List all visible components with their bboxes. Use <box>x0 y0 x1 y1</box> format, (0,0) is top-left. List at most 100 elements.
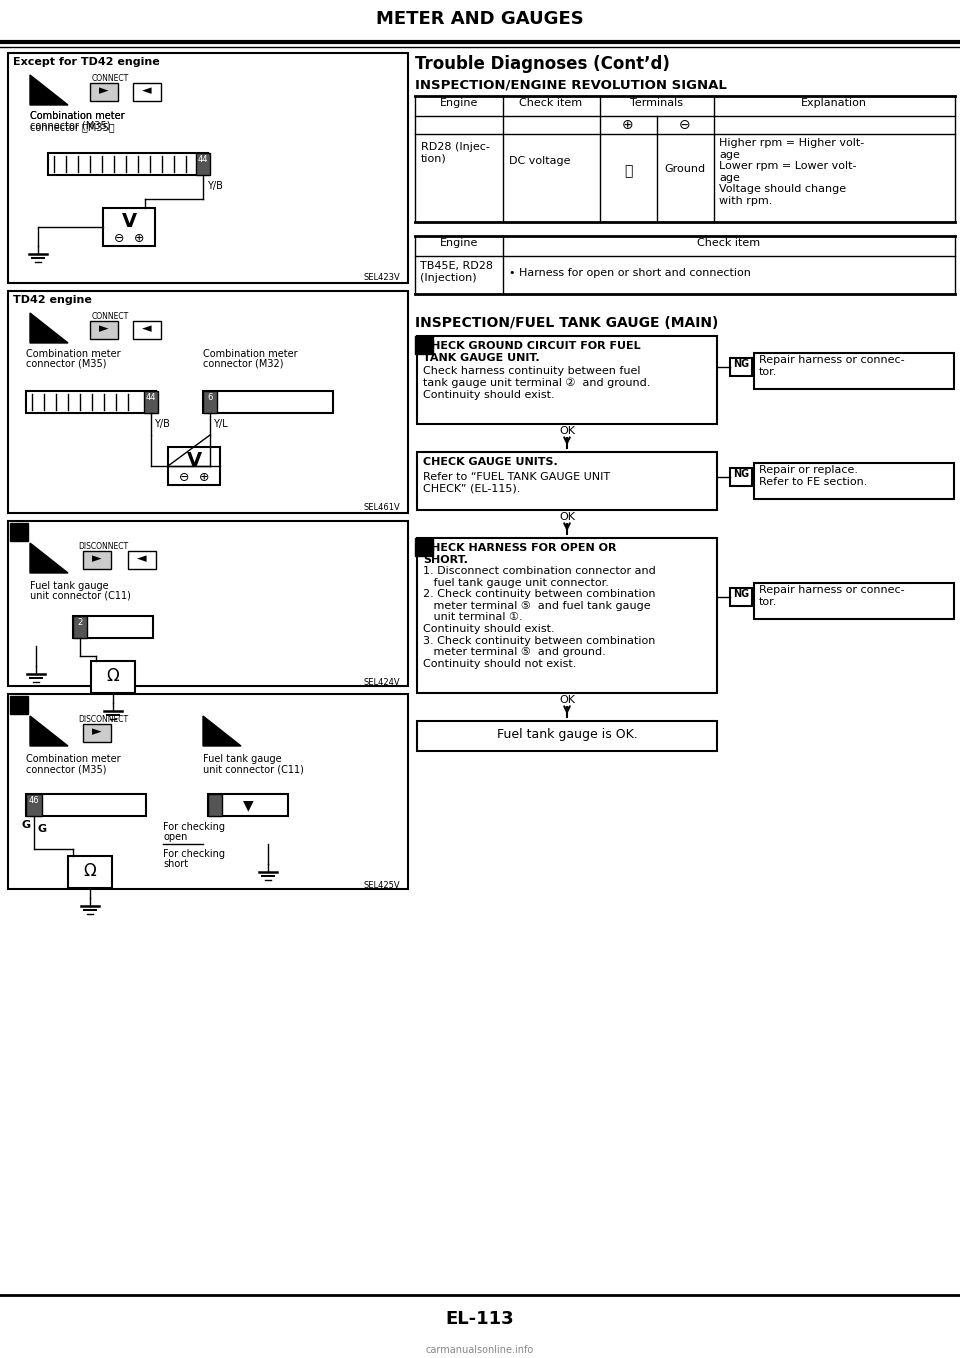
Text: TB45E, RD28
(Injection): TB45E, RD28 (Injection) <box>420 261 493 282</box>
Text: T.S.: T.S. <box>38 547 55 555</box>
Bar <box>83 724 111 741</box>
Text: Combination meter: Combination meter <box>203 349 298 359</box>
Text: carmanualsonline.info: carmanualsonline.info <box>426 1344 534 1355</box>
Text: ⊖: ⊖ <box>679 118 691 132</box>
Polygon shape <box>30 543 68 573</box>
Bar <box>730 588 752 606</box>
Text: SEL424V: SEL424V <box>364 678 400 687</box>
Text: ◄: ◄ <box>142 84 152 96</box>
Text: 2: 2 <box>78 618 83 627</box>
Text: H.S.: H.S. <box>38 79 58 88</box>
Text: Fuel tank gauge is OK.: Fuel tank gauge is OK. <box>496 728 637 741</box>
Text: SEL461V: SEL461V <box>363 502 400 512</box>
Text: Y/B: Y/B <box>154 420 170 429</box>
Bar <box>203 391 333 413</box>
Text: 46: 46 <box>29 796 39 805</box>
Text: short: short <box>163 860 188 869</box>
Text: Ground: Ground <box>664 164 706 174</box>
Bar <box>10 697 28 714</box>
Text: 44: 44 <box>198 155 208 164</box>
Bar <box>754 583 954 619</box>
Bar <box>417 452 717 511</box>
Text: Y/B: Y/B <box>207 181 223 191</box>
Text: ⊕: ⊕ <box>133 232 144 244</box>
Text: ►: ► <box>99 84 108 96</box>
Bar <box>73 617 87 638</box>
Text: H.S.: H.S. <box>38 720 58 729</box>
Bar <box>144 391 158 413</box>
Text: Engine: Engine <box>440 98 478 109</box>
Text: Higher rpm = Higher volt-
age
Lower rpm = Lower volt-
age
Voltage should change
: Higher rpm = Higher volt- age Lower rpm … <box>719 139 864 206</box>
Bar <box>417 538 717 693</box>
Polygon shape <box>30 716 68 746</box>
Text: ►: ► <box>99 322 108 335</box>
Bar <box>417 721 717 751</box>
Text: ⑭: ⑭ <box>624 164 633 178</box>
Bar <box>26 794 146 816</box>
Bar <box>754 463 954 498</box>
Bar <box>8 53 408 282</box>
Bar <box>8 694 408 889</box>
Polygon shape <box>30 312 68 344</box>
Text: connector (M35): connector (M35) <box>26 359 107 369</box>
Bar <box>203 391 217 413</box>
Bar <box>208 794 288 816</box>
Text: METER AND GAUGES: METER AND GAUGES <box>376 10 584 29</box>
Text: For checking: For checking <box>163 822 225 832</box>
Text: G: G <box>22 820 31 830</box>
Text: V: V <box>186 451 202 470</box>
Text: connector (M35): connector (M35) <box>30 121 110 130</box>
Text: For checking: For checking <box>163 849 225 860</box>
Text: Fuel tank gauge: Fuel tank gauge <box>30 581 108 591</box>
Bar <box>133 320 161 340</box>
Text: H.S.: H.S. <box>38 316 58 326</box>
Text: T.S.: T.S. <box>211 720 228 729</box>
Bar <box>754 353 954 388</box>
Text: A: A <box>420 337 428 348</box>
Text: 1. Disconnect combination connector and
   fuel tank gauge unit connector.
2. Ch: 1. Disconnect combination connector and … <box>423 566 656 668</box>
Text: SEL425V: SEL425V <box>364 881 400 889</box>
Text: NG: NG <box>732 589 749 599</box>
Text: Trouble Diagnoses (Cont’d): Trouble Diagnoses (Cont’d) <box>415 56 670 73</box>
Text: OK: OK <box>559 695 575 705</box>
Text: DISCONNECT: DISCONNECT <box>78 716 128 724</box>
Bar <box>128 551 156 569</box>
Bar <box>90 83 118 100</box>
Text: CONNECT: CONNECT <box>91 312 129 320</box>
Text: Combination meter: Combination meter <box>30 111 125 121</box>
Text: CONNECT: CONNECT <box>91 73 129 83</box>
Text: Fuel tank gauge: Fuel tank gauge <box>203 754 281 765</box>
Text: Y/L: Y/L <box>213 420 228 429</box>
Text: Combination meter: Combination meter <box>26 349 121 359</box>
Text: Check item: Check item <box>519 98 583 109</box>
Bar <box>730 359 752 376</box>
Text: B: B <box>420 539 428 549</box>
Bar <box>26 391 156 413</box>
Text: unit connector (C11): unit connector (C11) <box>30 591 131 602</box>
Text: connector (M32): connector (M32) <box>203 359 283 369</box>
Text: Combination meter: Combination meter <box>30 111 125 121</box>
Text: connector ⓅM35Ⓠ: connector ⓅM35Ⓠ <box>30 122 114 132</box>
Polygon shape <box>30 75 68 105</box>
Text: DISCONNECT: DISCONNECT <box>78 542 128 551</box>
Text: ►: ► <box>92 551 102 565</box>
Text: Engine: Engine <box>440 238 478 249</box>
Text: Repair harness or connec-
tor.: Repair harness or connec- tor. <box>759 585 904 607</box>
Text: RD28 (Injec-
tion): RD28 (Injec- tion) <box>421 143 490 163</box>
Text: B: B <box>14 697 23 708</box>
Bar <box>48 153 208 175</box>
Text: ◄: ◄ <box>137 551 147 565</box>
Bar <box>90 320 118 340</box>
Bar <box>133 83 161 100</box>
Text: Except for TD42 engine: Except for TD42 engine <box>13 57 159 67</box>
Text: Terminals: Terminals <box>631 98 684 109</box>
Text: 6: 6 <box>207 392 213 402</box>
Text: ►: ► <box>92 725 102 737</box>
Bar <box>103 208 155 246</box>
Text: ⊖: ⊖ <box>113 232 124 244</box>
Bar <box>83 551 111 569</box>
Text: ⊕: ⊕ <box>199 471 209 483</box>
Bar <box>415 335 433 354</box>
Text: V: V <box>121 212 136 231</box>
Text: DC voltage: DC voltage <box>509 156 570 166</box>
